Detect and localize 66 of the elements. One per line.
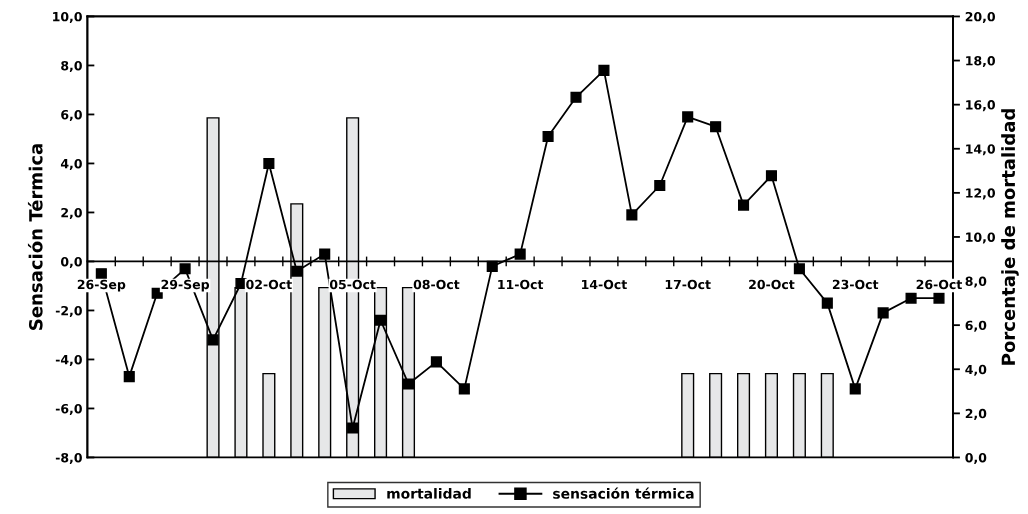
point [654,179,666,192]
y-tick-label: 8,0 [61,60,82,72]
x-tick-label: 11-Oct [498,279,544,290]
point [877,307,889,319]
y-tick-label: 10,0 [53,11,82,23]
y2-tick-label: 0,0 [965,452,987,464]
x-tick-label: 02-Oct [246,279,292,290]
point [737,199,750,211]
x-tick-label: 05-Oct [329,279,376,290]
point [179,263,191,275]
point [598,64,610,76]
point [402,378,415,390]
y2-tick-label: 14,0 [966,144,995,156]
y-tick-label: 2,0 [61,207,82,219]
y2-tick-label: 16,0 [966,100,995,112]
y2-tick-label: 10,0 [966,232,995,244]
point [291,265,303,277]
point [458,383,470,395]
point [542,130,554,143]
point [849,383,861,395]
point [95,268,107,280]
point [375,314,387,326]
x-tick-label: 20-Oct [749,279,795,290]
y-tick-label: -4,0 [55,354,82,366]
x-tick-label: 29-Sep [161,279,210,292]
point [710,121,722,133]
y2-tick-label: 20,0 [965,11,995,23]
y-tick-label: -6,0 [55,403,82,415]
x-tick-label: 17-Oct [665,279,711,290]
point [319,248,331,260]
point [486,260,498,272]
point [207,334,219,346]
point [235,277,247,290]
point [682,111,694,123]
point [347,422,359,434]
y2-tick-label: 12,0 [966,188,995,200]
x-tick-label: 14-Oct [582,279,627,290]
x-tick-label: 08-Oct [413,279,460,290]
x-tick-label: 26-Sep [77,279,126,292]
point [123,371,135,383]
y-tick-label: -8,0 [55,452,82,464]
x-tick-label: 26-Oct [916,279,963,290]
point [905,292,917,304]
legend-label: mortalidad [387,488,471,499]
y-tick-label: 6,0 [61,109,82,121]
point [514,248,526,260]
point [570,91,582,103]
y-tick-label: 4,0 [60,158,82,170]
y-axis-title: Sensación Térmica [27,144,43,330]
y2-axis-title: Porcentaje de mortalidad [1001,109,1019,365]
y2-tick-label: 18,0 [966,56,995,68]
y2-tick-label: 6,0 [965,320,987,332]
point [765,170,778,182]
x-tick-label: 23-Oct [832,279,879,290]
point [263,157,275,170]
point [821,297,833,309]
y2-tick-label: 8,0 [965,276,987,288]
point [933,292,945,304]
y2-tick-label: 2,0 [965,408,987,420]
point [430,356,442,368]
y2-tick-label: 4,0 [965,364,987,376]
y-tick-label: -2,0 [55,305,82,317]
y-tick-label: 0,0 [60,256,82,268]
point [626,209,638,221]
legend-label: sensación térmica [553,487,694,499]
point [793,263,805,275]
